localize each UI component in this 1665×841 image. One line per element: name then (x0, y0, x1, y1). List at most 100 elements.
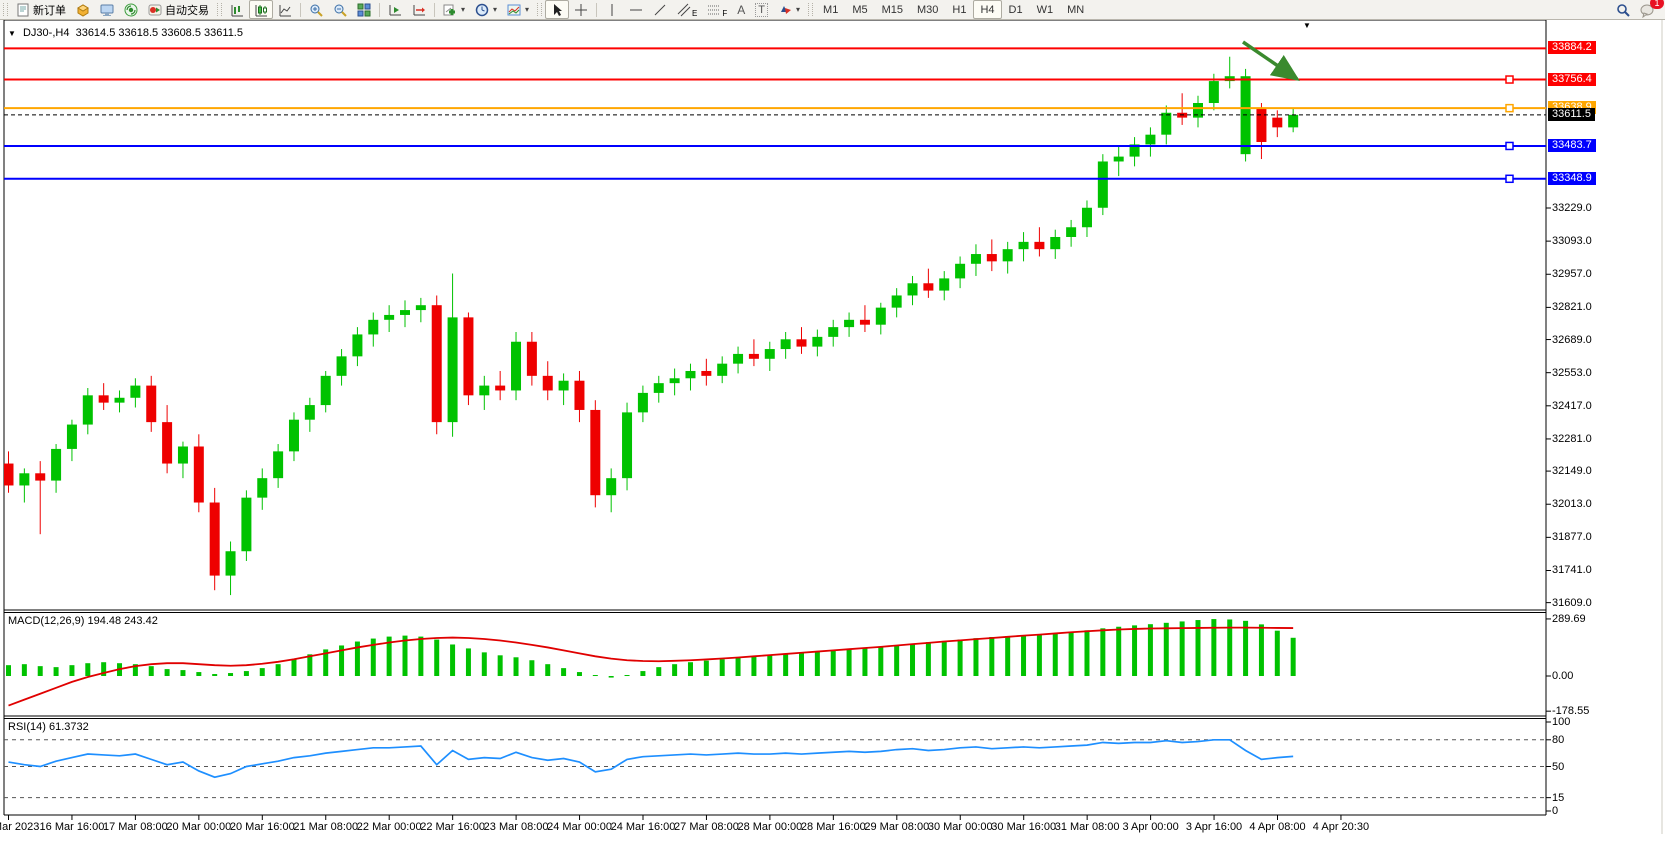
new-order-button[interactable]: 新订单 (11, 0, 71, 19)
macd-histogram-bar (1179, 621, 1185, 676)
macd-histogram-bar (925, 642, 931, 676)
terminal-button[interactable] (95, 0, 119, 19)
dropdown-caret-icon: ▾ (461, 5, 466, 14)
candlestick-chart-button[interactable] (249, 0, 273, 19)
text-tool-button[interactable]: A (732, 0, 750, 19)
macd-histogram-bar (1116, 626, 1122, 676)
price-level-tag: 33483.7 (1548, 138, 1596, 152)
horizontal-line-tool-button[interactable] (624, 0, 648, 19)
macd-histogram-bar (656, 667, 662, 676)
macd-histogram-bar (275, 664, 281, 676)
price-axis-label: 32957.0 (1552, 268, 1592, 281)
macd-histogram-bar (751, 656, 757, 676)
crosshair-tool-button[interactable] (569, 0, 593, 19)
timeframe-m30[interactable]: M30 (917, 3, 939, 16)
search-button[interactable] (1611, 0, 1635, 19)
macd-histogram-bar (1132, 625, 1138, 676)
timeframe-h1[interactable]: H1 (952, 3, 967, 16)
time-axis-label: 30 Mar 00:00 (927, 821, 993, 833)
label-tool-button[interactable]: T (750, 0, 773, 19)
price-level-tag: 33884.2 (1548, 41, 1596, 55)
periods-button[interactable]: ▾ (470, 0, 502, 19)
toolbar-grip[interactable] (3, 3, 8, 16)
toolbar-grip[interactable] (217, 3, 222, 16)
timeframe-m5[interactable]: M5 (852, 3, 868, 16)
macd-histogram-bar (1195, 620, 1201, 676)
crosshair-icon (574, 3, 588, 17)
zoom-out-icon (333, 3, 347, 17)
price-level-tag: 33348.9 (1548, 171, 1596, 185)
macd-histogram-bar (576, 672, 582, 676)
macd-histogram-bar (1068, 631, 1074, 676)
price-axis-label: 31877.0 (1552, 531, 1592, 544)
fibonacci-label: F (722, 9, 728, 18)
indicators-button[interactable]: ▾ (438, 0, 470, 19)
macd-histogram-bar (148, 666, 154, 676)
chart-canvas[interactable] (0, 20, 1665, 841)
clock-icon (475, 3, 489, 17)
macd-histogram-bar (323, 649, 329, 676)
macd-histogram-bar (212, 674, 218, 676)
arrows-tool-button[interactable]: ▾ (773, 0, 805, 19)
toolbar-grip[interactable] (808, 3, 814, 16)
tile-windows-button[interactable] (352, 0, 376, 19)
toolbar-grip[interactable] (537, 3, 543, 16)
zoom-in-button[interactable] (304, 0, 328, 19)
channel-tool-button[interactable]: E (672, 0, 702, 19)
auto-scroll-button[interactable] (407, 0, 431, 19)
macd-histogram-bar (1084, 630, 1090, 676)
dropdown-caret-icon: ▾ (525, 5, 530, 14)
trendline-tool-button[interactable] (648, 0, 672, 19)
dropdown-caret-icon: ▾ (796, 5, 801, 14)
macd-histogram-bar (1211, 619, 1217, 676)
annotation-arrow (1242, 40, 1300, 81)
macd-histogram-bar (672, 664, 678, 676)
time-axis-label: 22 Mar 00:00 (356, 821, 422, 833)
macd-histogram-bar (529, 660, 535, 676)
main-toolbar: 新订单 自动交易 (0, 0, 1665, 20)
ohlc-quotes-label: 33614.5 33618.5 33608.5 33611.5 (75, 27, 243, 39)
macd-histogram-bar (783, 653, 789, 676)
bar-chart-button[interactable] (225, 0, 249, 19)
macd-axis-label: -178.55 (1552, 705, 1590, 718)
level-handle (1505, 174, 1514, 184)
macd-histogram-bar (21, 664, 27, 676)
timeframe-d1[interactable]: D1 (1008, 3, 1023, 16)
zoom-out-button[interactable] (328, 0, 352, 19)
time-axis-label: 23 Mar 08:00 (483, 821, 549, 833)
macd-histogram-bar (481, 652, 487, 676)
templates-button[interactable]: ▾ (502, 0, 534, 19)
auto-trading-icon (148, 3, 162, 17)
notifications-button[interactable]: 1 (1635, 0, 1664, 19)
cursor-icon (550, 3, 564, 17)
timeframe-group: M1 M5 M15 M30 H1 H4 D1 W1 MN (816, 0, 1091, 19)
macd-histogram-bar (37, 666, 43, 676)
horizontal-line-icon (629, 3, 643, 17)
macd-histogram-bar (1258, 624, 1264, 676)
macd-histogram-bar (561, 668, 567, 676)
macd-histogram-bar (862, 647, 868, 676)
signals-button[interactable] (119, 0, 143, 19)
chart-shift-button[interactable] (383, 0, 407, 19)
price-axis-label: 32013.0 (1552, 498, 1592, 511)
auto-scroll-icon (412, 3, 426, 17)
price-axis-label: 32553.0 (1552, 366, 1592, 379)
timeframe-h4[interactable]: H4 (973, 0, 1002, 19)
line-chart-button[interactable] (273, 0, 297, 19)
new-order-label: 新订单 (33, 4, 66, 17)
market-depth-button[interactable] (71, 0, 95, 19)
timeframe-m1[interactable]: M1 (823, 3, 839, 16)
rsi-axis-label: 0 (1552, 805, 1559, 817)
time-axis-label: 20 Mar 16:00 (229, 821, 295, 833)
macd-histogram-bar (767, 655, 773, 676)
vertical-line-tool-button[interactable] (600, 0, 624, 19)
timeframe-mn[interactable]: MN (1067, 3, 1085, 16)
auto-trading-button[interactable]: 自动交易 (143, 0, 214, 19)
fibonacci-tool-button[interactable]: F (702, 0, 732, 19)
chart-menu-triangle-icon[interactable]: ▼ (8, 29, 16, 38)
timeframe-w1[interactable]: W1 (1036, 3, 1054, 16)
scroll-end-marker-icon[interactable]: ▼ (1303, 21, 1311, 30)
timeframe-m15[interactable]: M15 (881, 3, 904, 16)
cursor-tool-button[interactable] (545, 0, 570, 19)
macd-histogram-bar (735, 657, 741, 676)
